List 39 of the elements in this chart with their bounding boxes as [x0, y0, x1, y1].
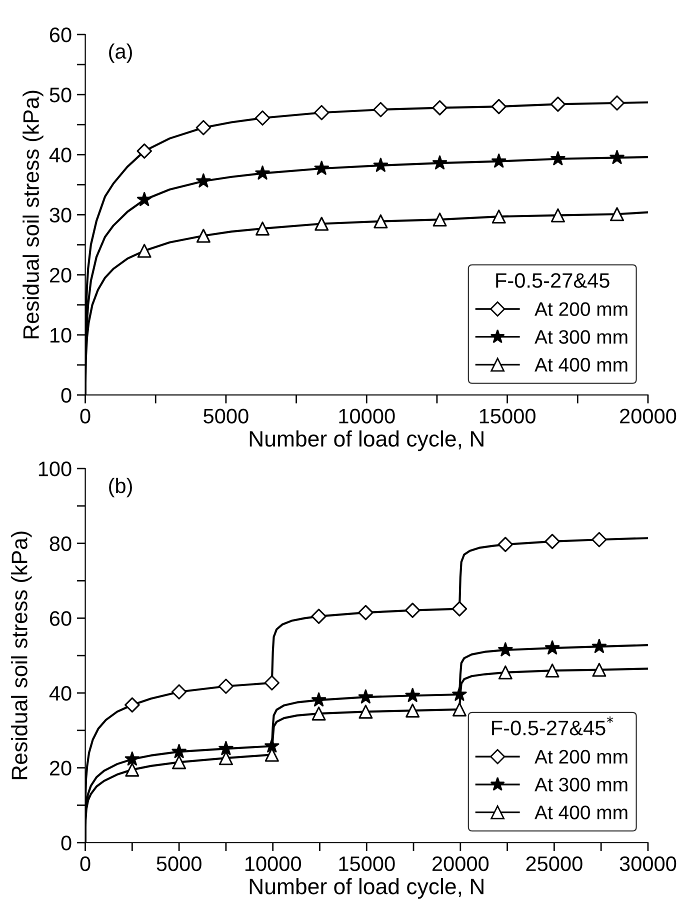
y-tick-label: 40: [49, 686, 72, 701]
x-tick-label: 20000: [432, 856, 489, 872]
y-tick-label: 80: [50, 536, 72, 552]
y-axis-title: Residual soil stress (kPa): [11, 532, 32, 780]
legend-label: At 300 mm: [534, 330, 628, 344]
x-tick-label: 20000: [620, 408, 676, 424]
y-tick-label: 20: [50, 760, 72, 776]
x-tick-label: 30000: [620, 856, 676, 872]
legend-title: F-0.5-27&45: [496, 273, 610, 288]
x-tick-label: 5000: [204, 408, 248, 424]
x-tick-label: 10000: [245, 856, 301, 872]
y-tick-label: 30: [50, 208, 72, 222]
x-tick-label: 0: [80, 856, 90, 872]
y-tick-label: 10: [50, 328, 72, 343]
x-tick-label: 10000: [339, 408, 395, 424]
y-tick-label: 100: [38, 462, 72, 476]
y-tick-label: 60: [50, 611, 72, 626]
x-tick-label: 5000: [156, 856, 202, 872]
y-tick-label: 50: [50, 88, 72, 102]
y-axis-title: Residual soil stress (kPa): [22, 90, 44, 338]
x-tick-label: 0: [80, 408, 90, 424]
y-tick-label: 40: [49, 148, 72, 162]
x-tick-label: 15000: [339, 856, 395, 872]
y-tick-label: 60: [50, 28, 72, 42]
legend-label: At 200 mm: [534, 750, 628, 764]
legend-label: At 400 mm: [534, 806, 628, 820]
y-tick-label: 20: [50, 268, 72, 283]
y-tick-label: 0: [61, 836, 72, 850]
x-axis-title: Number of load cycle, N: [250, 430, 484, 452]
annotation: (b): [109, 478, 132, 498]
legend-label: At 400 mm: [534, 358, 628, 372]
y-tick-label: 0: [61, 388, 72, 403]
x-axis-title: Number of load cycle, N: [250, 878, 484, 899]
legend-label: At 200 mm: [534, 302, 628, 316]
legend-title: F-0.5-27&45$^{*}$: [492, 716, 614, 736]
x-tick-label: 15000: [480, 408, 536, 424]
annotation: (a): [109, 44, 132, 63]
legend-label: At 300 mm: [534, 778, 628, 792]
x-tick-label: 25000: [526, 856, 582, 872]
